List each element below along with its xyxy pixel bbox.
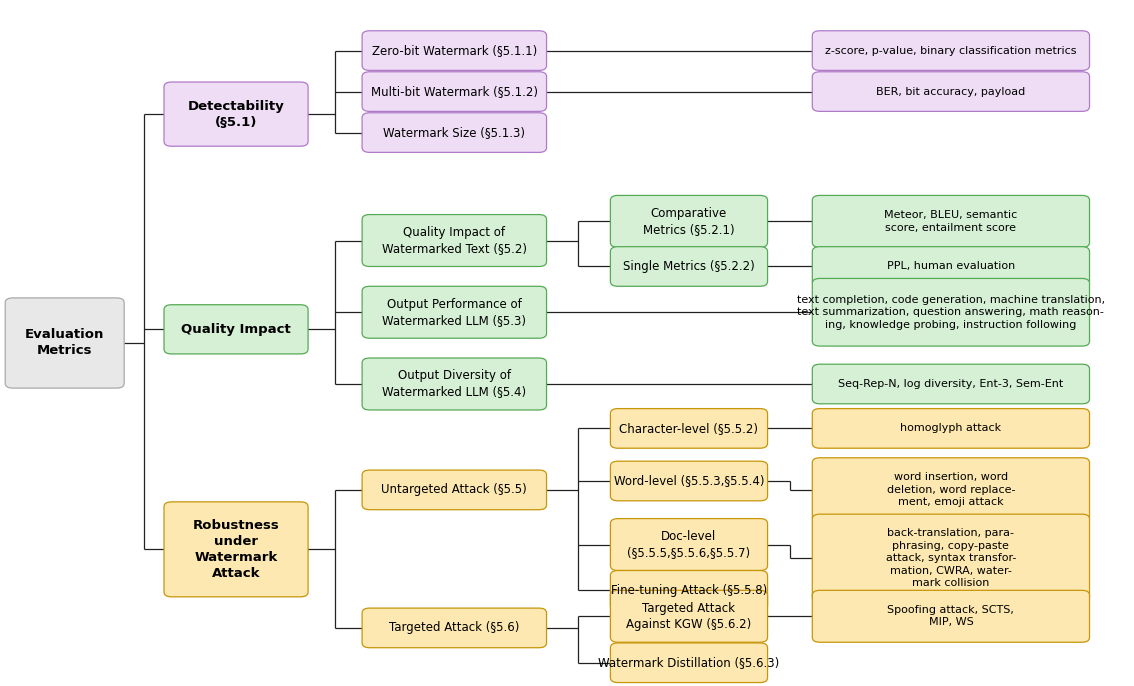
FancyBboxPatch shape	[812, 247, 1090, 286]
Text: homoglyph attack: homoglyph attack	[900, 423, 1001, 434]
Text: Spoofing attack, SCTS,
MIP, WS: Spoofing attack, SCTS, MIP, WS	[888, 605, 1014, 628]
FancyBboxPatch shape	[610, 196, 768, 248]
Text: BER, bit accuracy, payload: BER, bit accuracy, payload	[877, 86, 1025, 97]
Text: Quality Impact: Quality Impact	[181, 323, 291, 336]
Text: Targeted Attack
Against KGW (§5.6.2): Targeted Attack Against KGW (§5.6.2)	[626, 602, 752, 631]
Text: Meteor, BLEU, semantic
score, entailment score: Meteor, BLEU, semantic score, entailment…	[885, 210, 1017, 233]
Text: Word-level (§5.5.3,§5.5.4): Word-level (§5.5.3,§5.5.4)	[613, 475, 764, 488]
FancyBboxPatch shape	[6, 298, 124, 388]
FancyBboxPatch shape	[812, 196, 1090, 248]
FancyBboxPatch shape	[164, 82, 308, 146]
FancyBboxPatch shape	[362, 286, 547, 338]
FancyBboxPatch shape	[610, 571, 768, 610]
Text: Character-level (§5.5.2): Character-level (§5.5.2)	[619, 422, 759, 435]
FancyBboxPatch shape	[610, 591, 768, 642]
FancyBboxPatch shape	[812, 409, 1090, 448]
Text: Fine-tuning Attack (§5.5.8): Fine-tuning Attack (§5.5.8)	[611, 584, 767, 597]
FancyBboxPatch shape	[362, 470, 547, 510]
FancyBboxPatch shape	[362, 358, 547, 410]
Text: Single Metrics (§5.2.2): Single Metrics (§5.2.2)	[623, 260, 755, 273]
FancyBboxPatch shape	[362, 72, 547, 111]
FancyBboxPatch shape	[610, 247, 768, 286]
FancyBboxPatch shape	[812, 72, 1090, 111]
Text: z-score, p-value, binary classification metrics: z-score, p-value, binary classification …	[826, 45, 1076, 56]
Text: Watermark Distillation (§5.6.3): Watermark Distillation (§5.6.3)	[599, 657, 779, 670]
Text: Output Performance of
Watermarked LLM (§5.3): Output Performance of Watermarked LLM (§…	[382, 298, 526, 327]
FancyBboxPatch shape	[812, 364, 1090, 404]
FancyBboxPatch shape	[164, 305, 308, 354]
Text: Evaluation
Metrics: Evaluation Metrics	[25, 329, 104, 357]
Text: Doc-level
(§5.5.5,§5.5.6,§5.5.7): Doc-level (§5.5.5,§5.5.6,§5.5.7)	[627, 530, 751, 559]
Text: back-translation, para-
phrasing, copy-paste
attack, syntax transfor-
mation, CW: back-translation, para- phrasing, copy-p…	[886, 528, 1016, 588]
FancyBboxPatch shape	[812, 458, 1090, 522]
FancyBboxPatch shape	[362, 215, 547, 266]
Text: Output Diversity of
Watermarked LLM (§5.4): Output Diversity of Watermarked LLM (§5.…	[382, 370, 526, 399]
FancyBboxPatch shape	[812, 31, 1090, 71]
FancyBboxPatch shape	[812, 591, 1090, 642]
FancyBboxPatch shape	[610, 409, 768, 448]
Text: Robustness
under
Watermark
Attack: Robustness under Watermark Attack	[193, 519, 279, 580]
Text: PPL, human evaluation: PPL, human evaluation	[887, 261, 1015, 272]
FancyBboxPatch shape	[610, 461, 768, 501]
FancyBboxPatch shape	[164, 502, 308, 597]
Text: Multi-bit Watermark (§5.1.2): Multi-bit Watermark (§5.1.2)	[371, 85, 538, 98]
Text: text completion, code generation, machine translation,
text summarization, quest: text completion, code generation, machin…	[797, 295, 1105, 330]
FancyBboxPatch shape	[362, 608, 547, 648]
Text: Untargeted Attack (§5.5): Untargeted Attack (§5.5)	[381, 484, 527, 497]
FancyBboxPatch shape	[610, 519, 768, 571]
Text: Detectability
(§5.1): Detectability (§5.1)	[187, 99, 285, 128]
Text: Comparative
Metrics (§5.2.1): Comparative Metrics (§5.2.1)	[643, 207, 735, 236]
Text: Seq-Rep-N, log diversity, Ent-3, Sem-Ent: Seq-Rep-N, log diversity, Ent-3, Sem-Ent	[838, 379, 1064, 389]
FancyBboxPatch shape	[610, 643, 768, 683]
FancyBboxPatch shape	[812, 514, 1090, 602]
Text: Quality Impact of
Watermarked Text (§5.2): Quality Impact of Watermarked Text (§5.2…	[382, 226, 527, 255]
FancyBboxPatch shape	[362, 31, 547, 71]
Text: Targeted Attack (§5.6): Targeted Attack (§5.6)	[389, 622, 519, 635]
FancyBboxPatch shape	[362, 113, 547, 152]
Text: Zero-bit Watermark (§5.1.1): Zero-bit Watermark (§5.1.1)	[372, 44, 538, 57]
FancyBboxPatch shape	[812, 279, 1090, 346]
Text: word insertion, word
deletion, word replace-
ment, emoji attack: word insertion, word deletion, word repl…	[887, 473, 1015, 507]
Text: Watermark Size (§5.1.3): Watermark Size (§5.1.3)	[383, 126, 525, 139]
